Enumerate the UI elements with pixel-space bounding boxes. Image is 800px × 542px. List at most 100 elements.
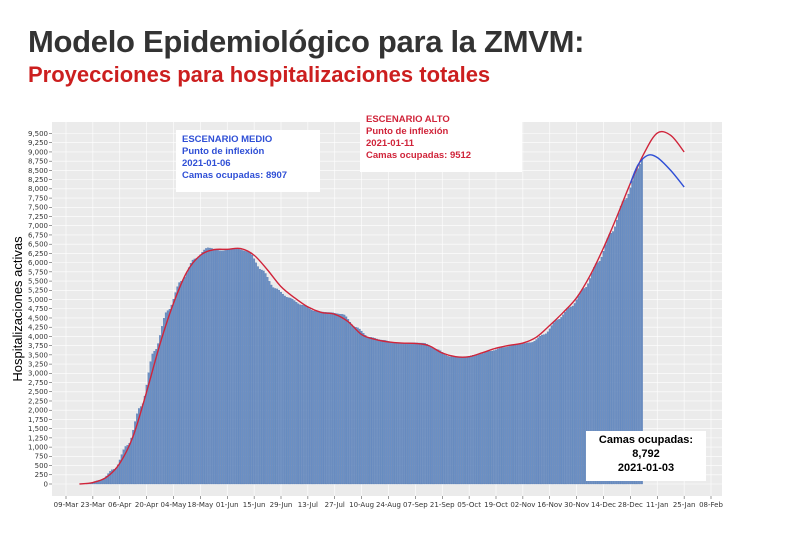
daily-bar (368, 337, 371, 485)
x-tick-label: 10-Aug (349, 501, 374, 509)
daily-bar (239, 249, 242, 485)
daily-bar (472, 355, 474, 485)
daily-bar (435, 349, 438, 485)
daily-bar (610, 232, 613, 485)
x-tick-label: 09-Mar (54, 501, 79, 509)
daily-bar (414, 342, 417, 485)
daily-bar (518, 344, 520, 485)
annotation-current-line: 2021-01-03 (618, 462, 674, 474)
daily-bar (581, 289, 584, 485)
annotation-current-beds: Camas ocupadas: 8,792 2021-01-03 (586, 431, 706, 481)
daily-bar (318, 311, 321, 485)
daily-bar (143, 395, 146, 485)
daily-bar (353, 326, 355, 485)
daily-bar (280, 291, 282, 485)
y-tick-label: 9,000 (28, 148, 48, 156)
daily-bar (460, 357, 463, 485)
daily-bar (270, 284, 273, 485)
daily-bar (623, 199, 626, 485)
daily-bar (412, 342, 415, 485)
daily-bar (272, 287, 275, 485)
daily-bar (109, 471, 112, 485)
daily-bar (566, 309, 568, 485)
x-tick-label: 15-Jun (243, 501, 266, 509)
page-title: Modelo Epidemiológico para la ZMVM: (28, 24, 585, 59)
daily-bar (489, 351, 492, 485)
daily-bar (212, 248, 215, 485)
y-axis-label: Hospitalizaciones activas (10, 236, 25, 382)
daily-bar (552, 322, 555, 485)
daily-bar (174, 292, 177, 485)
daily-bar (408, 342, 411, 485)
daily-bar (343, 314, 346, 485)
daily-bar (274, 288, 277, 485)
daily-bar (218, 250, 221, 485)
daily-bar (249, 252, 252, 485)
y-tick-label: 5,500 (28, 277, 48, 285)
daily-bar (237, 249, 240, 485)
daily-bar (153, 351, 156, 485)
daily-bar (466, 356, 469, 485)
daily-bar (485, 351, 488, 485)
x-axis-ticks: 09-Mar 23-Mar 06-Apr 20-Apr 04-May 18-May 01-J… (54, 496, 723, 509)
annotation-high-line: Punto de inflexión (366, 126, 449, 137)
daily-bar (550, 325, 553, 485)
daily-bar (314, 311, 317, 485)
daily-bar (199, 254, 202, 485)
daily-bar (429, 346, 432, 485)
y-tick-label: 9,250 (28, 139, 48, 147)
daily-bar (568, 307, 570, 485)
daily-bar (548, 328, 551, 485)
x-tick-label: 25-Jan (673, 501, 696, 509)
daily-bar (337, 313, 340, 485)
daily-bar (629, 187, 632, 485)
daily-bar (283, 295, 286, 485)
daily-bar (163, 318, 165, 485)
daily-bar (616, 220, 618, 485)
daily-bar (577, 295, 580, 485)
y-tick-label: 3,000 (28, 370, 48, 378)
daily-bar (339, 314, 342, 485)
daily-bar (141, 403, 144, 485)
y-tick-label: 7,500 (28, 204, 48, 212)
daily-bar (512, 344, 515, 485)
daily-bar (598, 261, 601, 485)
daily-bar (305, 306, 307, 485)
daily-bar (372, 337, 375, 485)
y-tick-label: 2,000 (28, 407, 48, 415)
daily-bar (504, 347, 507, 485)
daily-bar (376, 338, 378, 485)
y-tick-label: 6,250 (28, 250, 48, 258)
daily-bar (564, 311, 567, 485)
y-tick-label: 6,750 (28, 231, 48, 239)
daily-bar (186, 272, 188, 485)
y-tick-label: 750 (35, 453, 48, 461)
daily-bar (356, 327, 359, 485)
daily-bar (364, 335, 367, 485)
daily-bar (625, 198, 628, 485)
daily-bar (437, 349, 440, 485)
daily-bar (562, 314, 565, 485)
daily-bar (473, 354, 476, 485)
annotation-current-line: Camas ocupadas: (599, 434, 693, 446)
daily-bar (579, 291, 582, 485)
daily-bar (546, 331, 549, 485)
daily-bar (136, 413, 138, 485)
daily-bar (289, 297, 292, 485)
daily-bar (374, 338, 376, 485)
daily-bar (521, 343, 524, 485)
daily-bar (378, 339, 380, 485)
daily-bar (569, 306, 572, 485)
x-tick-label: 02-Nov (510, 501, 535, 509)
daily-bar (172, 298, 175, 485)
daily-bar (278, 290, 280, 485)
daily-bar (232, 248, 234, 485)
daily-bar (441, 352, 444, 485)
x-tick-label: 08-Feb (699, 501, 723, 509)
daily-bar (151, 353, 154, 485)
daily-bar (297, 303, 300, 485)
y-tick-label: 3,500 (28, 351, 48, 359)
scenario-lines (79, 130, 685, 485)
daily-bar (128, 443, 131, 485)
